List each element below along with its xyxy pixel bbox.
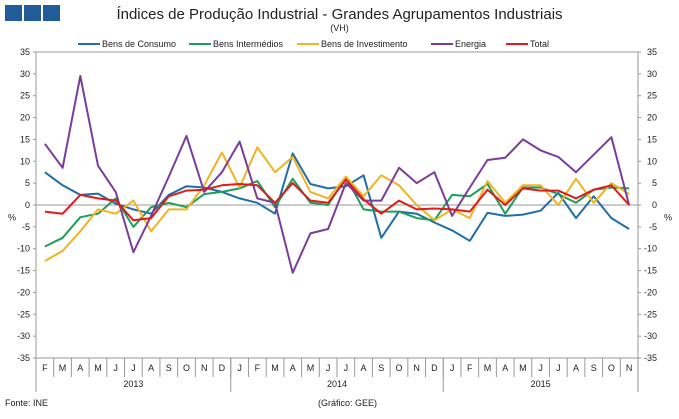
month-tick-label: D xyxy=(219,363,226,373)
legend-label-total: Total xyxy=(530,39,550,49)
legend-label-bens-intermedios: Bens Intermédios xyxy=(213,39,284,49)
month-tick-label: M xyxy=(271,363,279,373)
y-tick-label-left: 0 xyxy=(25,200,30,210)
y-tick-label-left: 15 xyxy=(20,134,30,144)
series-line-bens-de-investimento xyxy=(44,146,630,262)
y-tick-label-left: 25 xyxy=(20,91,30,101)
y-tick-label-left: 10 xyxy=(20,156,30,166)
month-tick-label: J xyxy=(326,363,331,373)
year-tick-label: 2013 xyxy=(123,379,143,389)
y-tick-label-right: 20 xyxy=(647,113,657,123)
legend-swatch-bens-intermedios xyxy=(189,43,211,45)
month-tick-label: D xyxy=(431,363,438,373)
legend-label-bens-consumo: Bens de Consumo xyxy=(102,39,177,49)
y-tick-label-left: -10 xyxy=(17,244,30,254)
y-tick-label-right: 5 xyxy=(652,178,657,188)
y-tick-label-left: -5 xyxy=(22,222,30,232)
y-tick-label-right: -35 xyxy=(644,353,657,363)
y-tick-label-left: -15 xyxy=(17,266,30,276)
chart-subtitle: (VH) xyxy=(330,23,349,33)
month-tick-label: A xyxy=(361,363,367,373)
month-tick-label: J xyxy=(556,363,561,373)
month-tick-label: A xyxy=(148,363,154,373)
y-tick-label-right: 10 xyxy=(647,156,657,166)
footer-credit: (Gráfico: GEE) xyxy=(318,398,378,408)
y-tick-label-left: 30 xyxy=(20,69,30,79)
y-tick-label-left: -35 xyxy=(17,353,30,363)
month-tick-label: S xyxy=(378,363,384,373)
y-tick-label-right: -15 xyxy=(644,266,657,276)
y-axis-label-right: % xyxy=(664,212,672,222)
month-tick-label: M xyxy=(59,363,67,373)
month-tick-label: A xyxy=(502,363,508,373)
month-tick-label: F xyxy=(255,363,261,373)
y-tick-label-right: -25 xyxy=(644,309,657,319)
y-axis-label-left: % xyxy=(8,212,16,222)
y-tick-label-right: 30 xyxy=(647,69,657,79)
month-tick-label: N xyxy=(626,363,633,373)
month-tick-label: O xyxy=(183,363,190,373)
month-tick-label: J xyxy=(237,363,242,373)
y-tick-label-left: 20 xyxy=(20,113,30,123)
month-tick-label: O xyxy=(395,363,402,373)
legend-swatch-bens-consumo xyxy=(78,43,100,45)
series-line-total xyxy=(44,178,630,222)
legend-swatch-energia xyxy=(431,43,453,45)
month-tick-label: S xyxy=(166,363,172,373)
y-tick-label-left: 35 xyxy=(20,47,30,57)
month-tick-label: M xyxy=(307,363,315,373)
month-tick-label: A xyxy=(573,363,579,373)
legend-label-bens-investimento: Bens de Investimento xyxy=(321,39,408,49)
month-tick-label: A xyxy=(290,363,296,373)
y-tick-label-right: -10 xyxy=(644,244,657,254)
y-tick-label-right: -5 xyxy=(649,222,657,232)
legend-swatch-bens-investimento xyxy=(297,43,319,45)
month-tick-label: M xyxy=(94,363,102,373)
y-tick-label-left: 5 xyxy=(25,178,30,188)
series-line-bens-de-consumo xyxy=(44,152,630,242)
month-tick-label: N xyxy=(413,363,420,373)
y-tick-label-right: -20 xyxy=(644,287,657,297)
series-line-energia xyxy=(44,75,631,274)
month-tick-label: F xyxy=(467,363,473,373)
footer-source: Fonte: INE xyxy=(5,398,49,408)
year-tick-label: 2014 xyxy=(327,379,347,389)
month-tick-label: J xyxy=(344,363,349,373)
logo-block-3 xyxy=(43,5,60,21)
y-tick-label-right: -30 xyxy=(644,331,657,341)
month-tick-label: S xyxy=(591,363,597,373)
month-tick-label: J xyxy=(113,363,118,373)
legend-label-energia: Energia xyxy=(455,39,487,49)
y-tick-label-left: -25 xyxy=(17,309,30,319)
y-tick-label-left: -20 xyxy=(17,287,30,297)
logo-block-2 xyxy=(24,5,41,21)
month-tick-label: A xyxy=(77,363,83,373)
y-tick-label-left: -30 xyxy=(17,331,30,341)
month-tick-label: O xyxy=(608,363,615,373)
chart-title: Índices de Produção Industrial - Grandes… xyxy=(116,6,563,23)
month-tick-label: F xyxy=(42,363,48,373)
legend-swatch-total xyxy=(506,43,528,45)
y-tick-label-right: 25 xyxy=(647,91,657,101)
year-tick-label: 2015 xyxy=(531,379,551,389)
y-tick-label-right: 0 xyxy=(652,200,657,210)
y-tick-label-right: 15 xyxy=(647,134,657,144)
month-tick-label: N xyxy=(201,363,208,373)
month-tick-label: M xyxy=(519,363,527,373)
month-tick-label: M xyxy=(484,363,492,373)
y-tick-label-right: 35 xyxy=(647,47,657,57)
logo-block-1 xyxy=(5,5,22,21)
month-tick-label: J xyxy=(538,363,543,373)
month-tick-label: J xyxy=(450,363,455,373)
month-tick-label: J xyxy=(131,363,136,373)
